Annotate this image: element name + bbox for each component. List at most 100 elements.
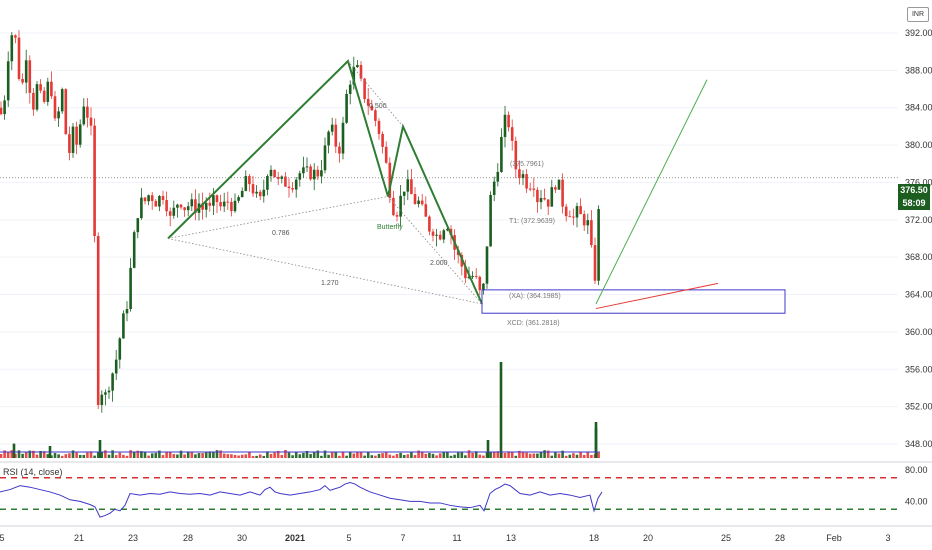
target-label-1: (375.7961)	[510, 161, 544, 168]
candle-body	[341, 122, 345, 154]
time-tick-label: 28	[183, 533, 193, 543]
volume-bar	[312, 452, 316, 458]
candle-body	[0, 107, 3, 115]
rsi-pane[interactable]: RSI (14, close) 80.00 40.00	[0, 461, 932, 518]
volume-bar	[0, 454, 3, 458]
currency-badge[interactable]: INR	[907, 7, 929, 22]
volume-bar	[449, 455, 453, 458]
candle-body	[60, 89, 64, 112]
volume-bar	[492, 452, 496, 458]
candle-body	[492, 181, 496, 195]
volume-bar	[125, 455, 129, 458]
candle-body	[442, 230, 446, 240]
volume-bar	[413, 455, 417, 458]
volume-bar	[21, 453, 24, 458]
volume-bar	[269, 453, 273, 458]
volume-bar	[474, 451, 478, 458]
candle-body	[21, 79, 24, 83]
pattern-label: Butterfly	[377, 224, 403, 231]
volume-bar	[510, 452, 514, 458]
harmonic-pattern[interactable]	[167, 59, 786, 314]
candle-body	[266, 176, 269, 190]
volume-bar	[460, 452, 464, 458]
candle-body	[503, 114, 507, 137]
volume-bar	[176, 454, 179, 458]
fib-label-1270: 1.270	[321, 280, 339, 287]
price-axis[interactable]: 392.00 388.00 384.00 380.00 376.00 372.00 368.…	[898, 28, 932, 449]
candle-body	[114, 359, 118, 374]
volume-bar	[183, 454, 186, 458]
candle-body	[496, 171, 500, 182]
time-axis[interactable]: 5 21 23 28 30 2021 5 7 11 13 18 20 25 28 Feb 3	[0, 525, 932, 543]
candle-body	[6, 61, 10, 101]
candle-body	[248, 176, 251, 185]
candle-body	[424, 204, 428, 217]
volume-bar	[453, 454, 456, 458]
time-tick-label: 25	[721, 533, 731, 543]
candle-body	[410, 179, 413, 195]
volume-bar	[248, 452, 251, 458]
volume-bar	[366, 452, 370, 458]
volume-bar	[186, 451, 190, 458]
volume-bar	[590, 454, 593, 458]
volume-bar	[204, 451, 208, 458]
volume-bar	[557, 453, 561, 458]
candle-body	[201, 203, 204, 210]
volume-bar	[266, 451, 269, 458]
candle-body	[539, 198, 543, 203]
price-tick-label: 352.00	[905, 402, 932, 412]
volume-bar	[68, 453, 71, 458]
candle-body	[154, 200, 158, 207]
volume-bar	[352, 453, 356, 458]
candle-body	[399, 195, 402, 217]
last-price-tag: 376.50	[900, 185, 928, 195]
volume-bar	[381, 453, 384, 458]
volume-bar	[330, 451, 334, 458]
candle-body	[64, 89, 68, 135]
volume-bar	[420, 451, 424, 458]
volume-bar	[338, 455, 341, 458]
candle-body	[129, 267, 132, 310]
candle-body	[467, 276, 471, 279]
volume-bar	[161, 455, 165, 458]
volume-bar	[406, 454, 410, 458]
candle-body	[575, 206, 579, 218]
time-tick-label: Feb	[826, 533, 842, 543]
candle-body	[183, 207, 186, 211]
candle-body	[395, 215, 399, 217]
price-tick-label: 360.00	[905, 327, 932, 337]
volume-spike	[499, 362, 503, 458]
volume-bar	[514, 455, 518, 458]
rsi-tick-label: 80.00	[905, 465, 928, 475]
candle-body	[107, 390, 111, 393]
candle-body	[557, 179, 561, 190]
candle-body	[294, 179, 298, 190]
candle-body	[82, 106, 86, 125]
candle-body	[179, 204, 183, 208]
candle-body	[262, 189, 266, 197]
volume-bar	[179, 450, 183, 458]
candle-body	[464, 266, 467, 279]
candle-body	[219, 202, 222, 207]
volume-bar	[201, 453, 204, 458]
candle-body	[348, 84, 352, 94]
candle-body	[316, 169, 320, 177]
candle-body	[93, 125, 96, 237]
volume-bar	[143, 452, 147, 458]
candle-body	[320, 170, 323, 177]
volume-bar	[550, 455, 554, 458]
volume-bar	[276, 450, 280, 458]
volume-bar	[122, 454, 125, 458]
candle-body	[125, 309, 129, 314]
volume-bar	[35, 454, 39, 458]
fib-connector	[167, 238, 483, 305]
volume-bar	[251, 455, 255, 458]
time-tick-label: 23	[128, 533, 138, 543]
volume-bar	[42, 451, 46, 458]
volume-bar	[111, 450, 114, 458]
price-tick-label: 372.00	[905, 215, 932, 225]
price-tick-label: 348.00	[905, 439, 932, 449]
volume-bar	[528, 453, 532, 458]
candle-body	[32, 92, 35, 110]
